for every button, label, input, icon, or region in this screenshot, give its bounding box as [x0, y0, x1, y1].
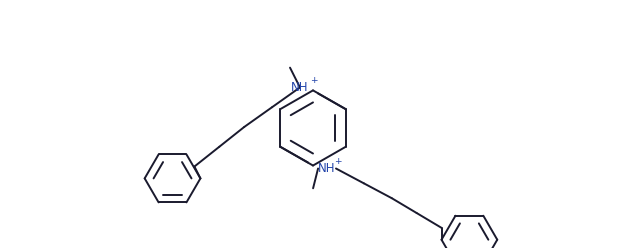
- Text: +: +: [310, 76, 317, 85]
- Text: +: +: [334, 157, 342, 166]
- Text: NH: NH: [290, 81, 308, 94]
- Text: NH: NH: [318, 162, 336, 175]
